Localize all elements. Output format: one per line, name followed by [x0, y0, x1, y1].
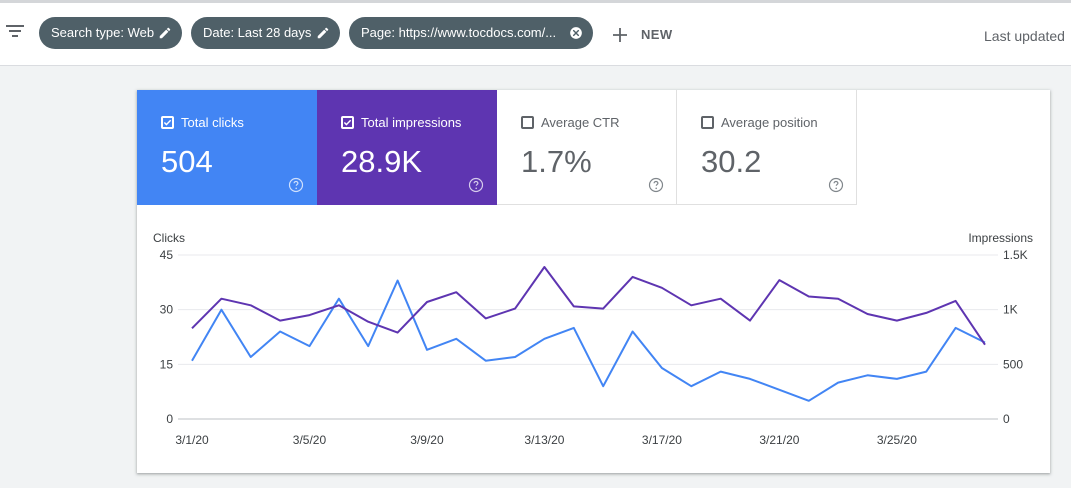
- filter-chip-page[interactable]: Page: https://www.tocdocs.com/...: [349, 17, 593, 49]
- filter-bar: Search type: Web Date: Last 28 days Page…: [0, 0, 1071, 66]
- metric-total-impressions[interactable]: Total impressions 28.9K: [317, 90, 497, 205]
- help-icon[interactable]: [288, 177, 304, 193]
- help-icon[interactable]: [828, 177, 844, 193]
- checkbox-checked-icon[interactable]: [161, 116, 174, 129]
- performance-card: Total clicks 504 Total impressions 28.9K…: [137, 90, 1050, 473]
- new-filter-label: NEW: [641, 27, 673, 42]
- chip-label: Page: https://www.tocdocs.com/...: [361, 25, 557, 40]
- filter-icon[interactable]: [6, 25, 24, 39]
- metric-label: Average CTR: [541, 115, 620, 130]
- metric-value: 28.9K: [341, 144, 423, 179]
- pencil-icon[interactable]: [316, 26, 330, 40]
- last-updated-text: Last updated: [984, 28, 1065, 44]
- metric-value: 1.7%: [521, 144, 592, 179]
- checkbox-checked-icon[interactable]: [341, 116, 354, 129]
- chip-label: Search type: Web: [51, 25, 155, 40]
- filter-chip-search-type[interactable]: Search type: Web: [39, 17, 182, 49]
- metric-value: 30.2: [701, 144, 762, 179]
- filter-chip-date[interactable]: Date: Last 28 days: [191, 17, 340, 49]
- checkbox-unchecked-icon[interactable]: [701, 116, 714, 129]
- metric-label: Total clicks: [181, 115, 244, 130]
- help-icon[interactable]: [468, 177, 484, 193]
- metric-label: Total impressions: [361, 115, 462, 130]
- chip-label: Date: Last 28 days: [203, 25, 312, 40]
- pencil-icon[interactable]: [158, 26, 172, 40]
- metric-average-position[interactable]: Average position 30.2: [677, 90, 857, 205]
- help-icon[interactable]: [648, 177, 664, 193]
- metric-value: 504: [161, 144, 213, 179]
- close-circle-icon[interactable]: [569, 26, 583, 40]
- metric-total-clicks[interactable]: Total clicks 504: [137, 90, 317, 205]
- metric-label: Average position: [721, 115, 818, 130]
- plus-icon: [613, 28, 627, 42]
- checkbox-unchecked-icon[interactable]: [521, 116, 534, 129]
- metric-average-ctr[interactable]: Average CTR 1.7%: [497, 90, 677, 205]
